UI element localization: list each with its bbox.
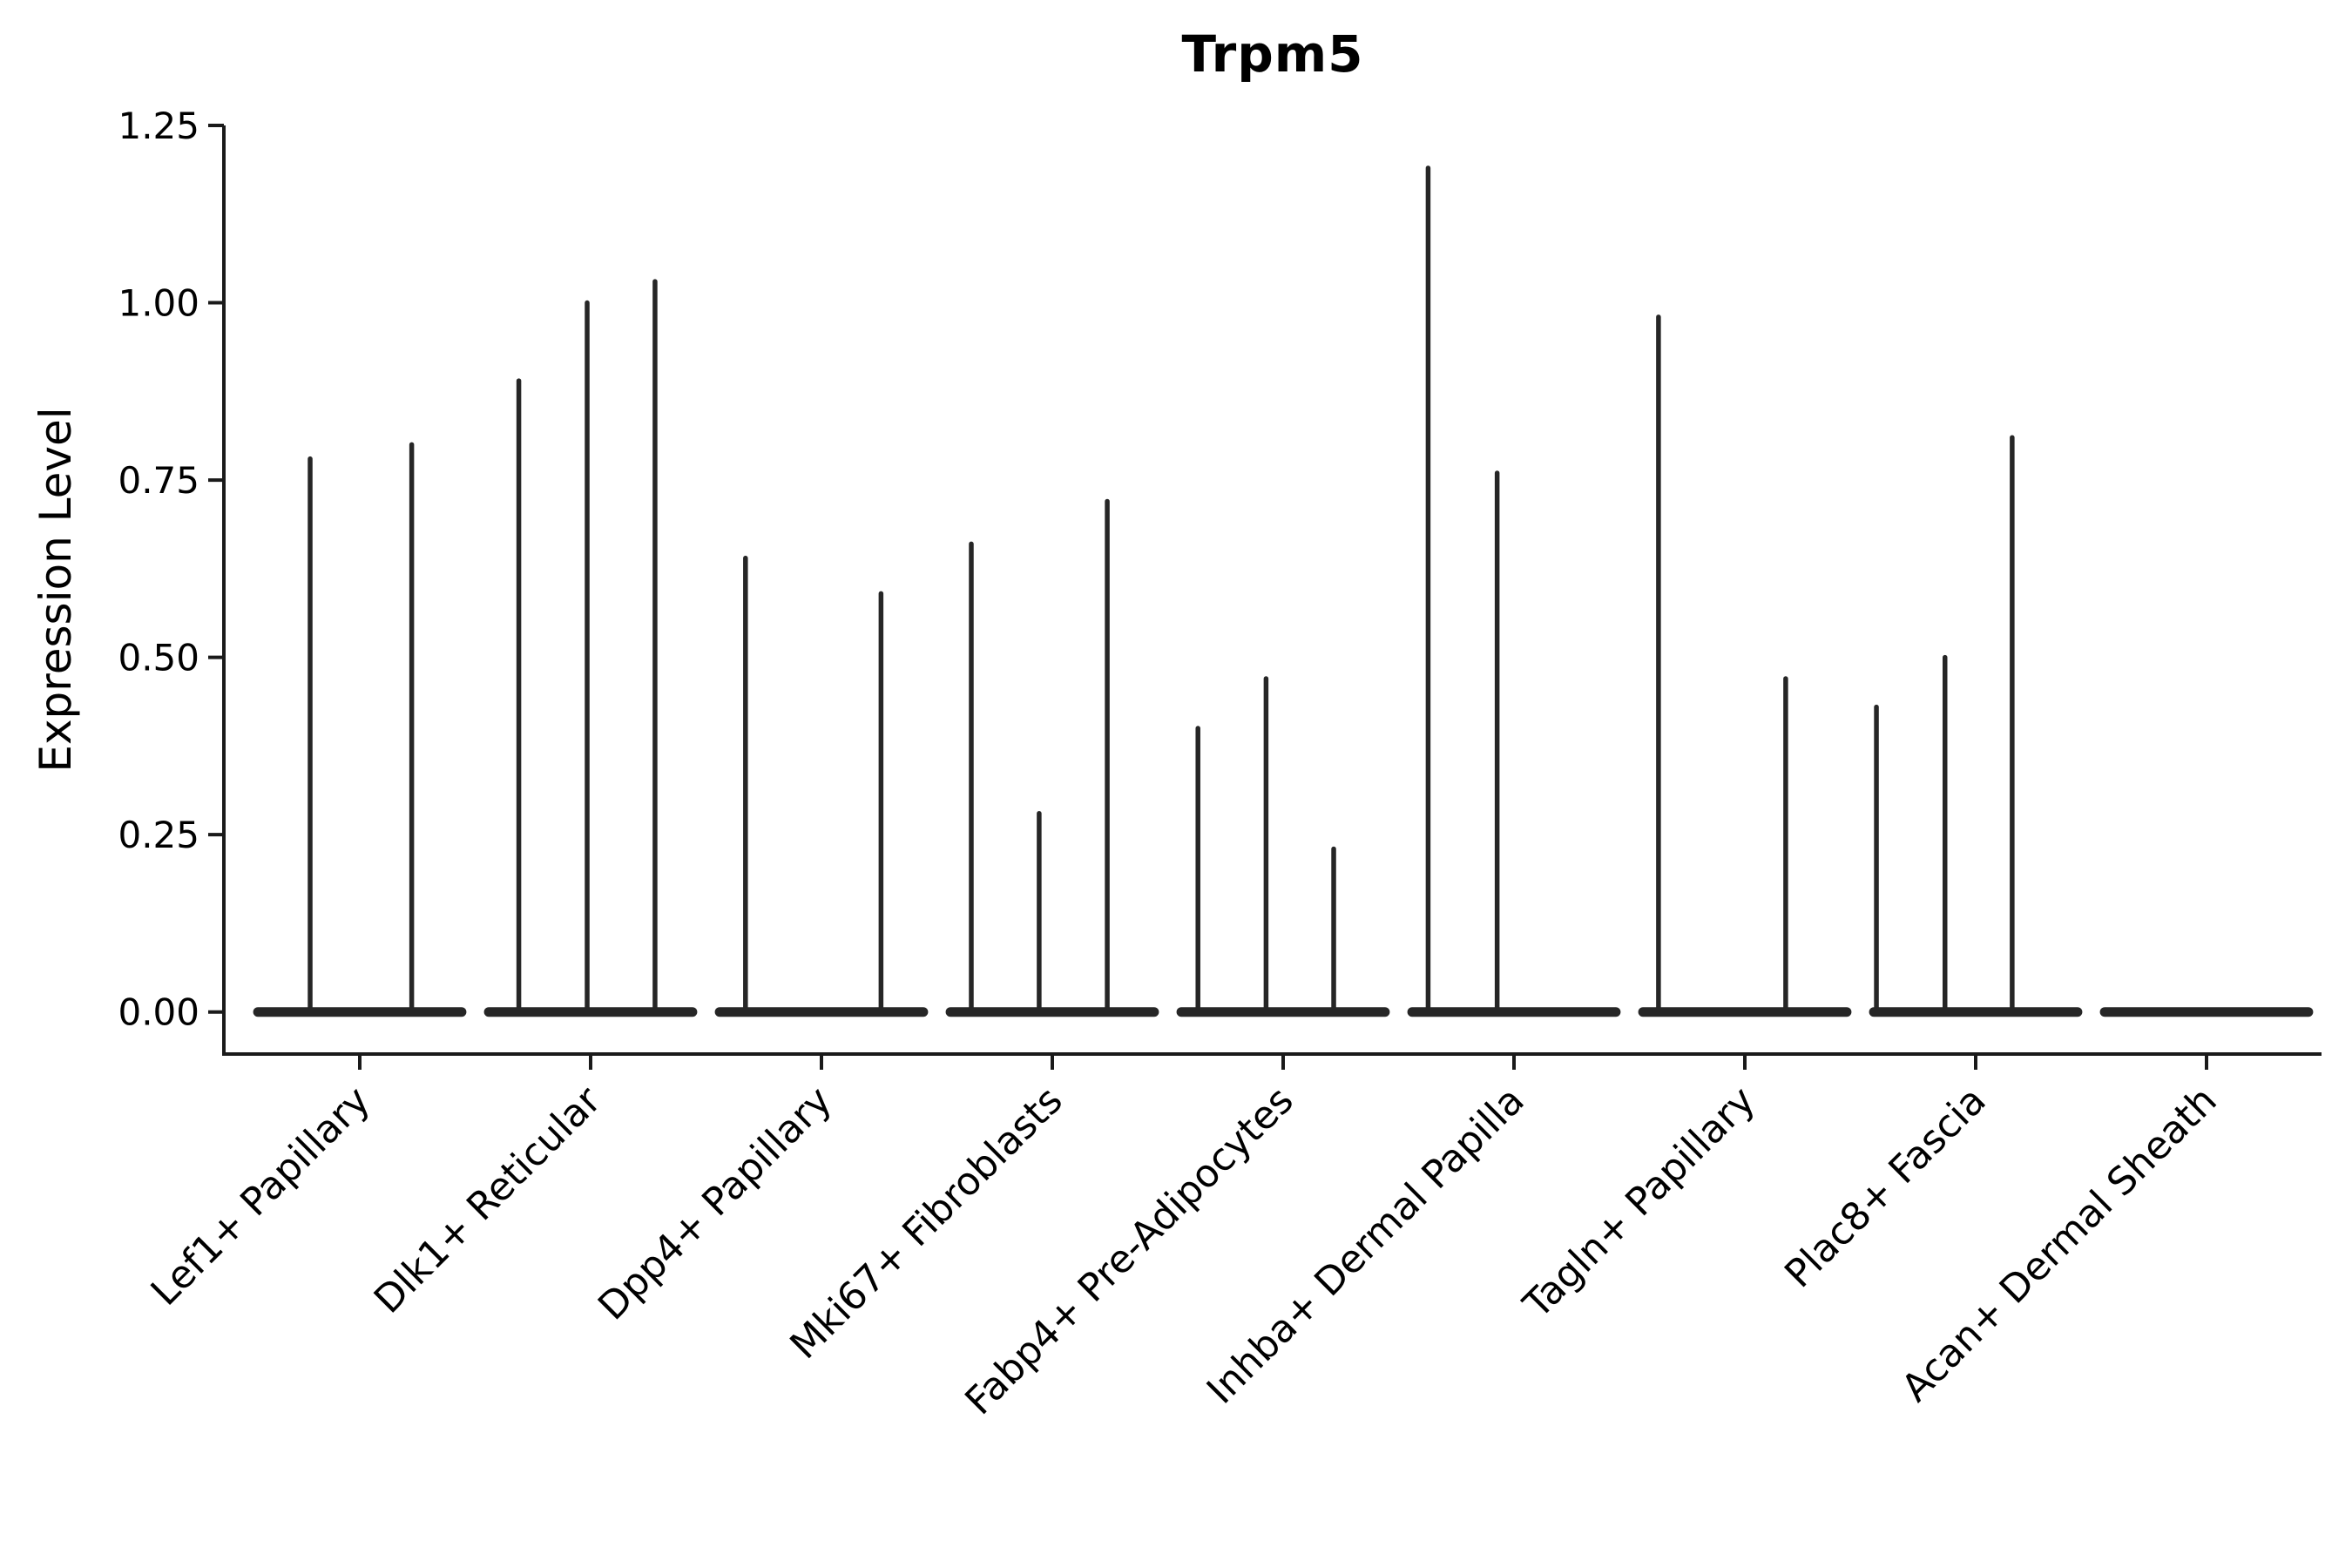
- x-tick-label: Dpp4+ Papillary: [590, 1078, 841, 1329]
- y-tick-label: 0.25: [118, 814, 199, 856]
- violin-base: [483, 1007, 698, 1017]
- y-tick-label: 1.25: [118, 105, 199, 147]
- chart-title: Trpm5: [1181, 24, 1364, 84]
- violin-base: [253, 1007, 467, 1017]
- violin-base: [1176, 1007, 1390, 1017]
- y-tick-label: 0.50: [118, 637, 199, 679]
- violin-base: [714, 1007, 929, 1017]
- x-tick-label: Dlk1+ Reticular: [366, 1078, 611, 1322]
- y-tick-label: 0.75: [118, 459, 199, 502]
- violin-base: [2099, 1007, 2314, 1017]
- violin-base: [1638, 1007, 1852, 1017]
- y-tick-label: 0.00: [118, 991, 199, 1034]
- y-tick-label: 1.00: [118, 282, 199, 325]
- violin-base: [1869, 1007, 2083, 1017]
- x-tick-label: Lef1+ Papillary: [143, 1078, 379, 1315]
- x-tick-label: Tagln+ Papillary: [1515, 1078, 1764, 1328]
- x-tick-label: Plac8+ Fascia: [1776, 1078, 1995, 1297]
- violin-base: [945, 1007, 1159, 1017]
- violin-base: [1407, 1007, 1621, 1017]
